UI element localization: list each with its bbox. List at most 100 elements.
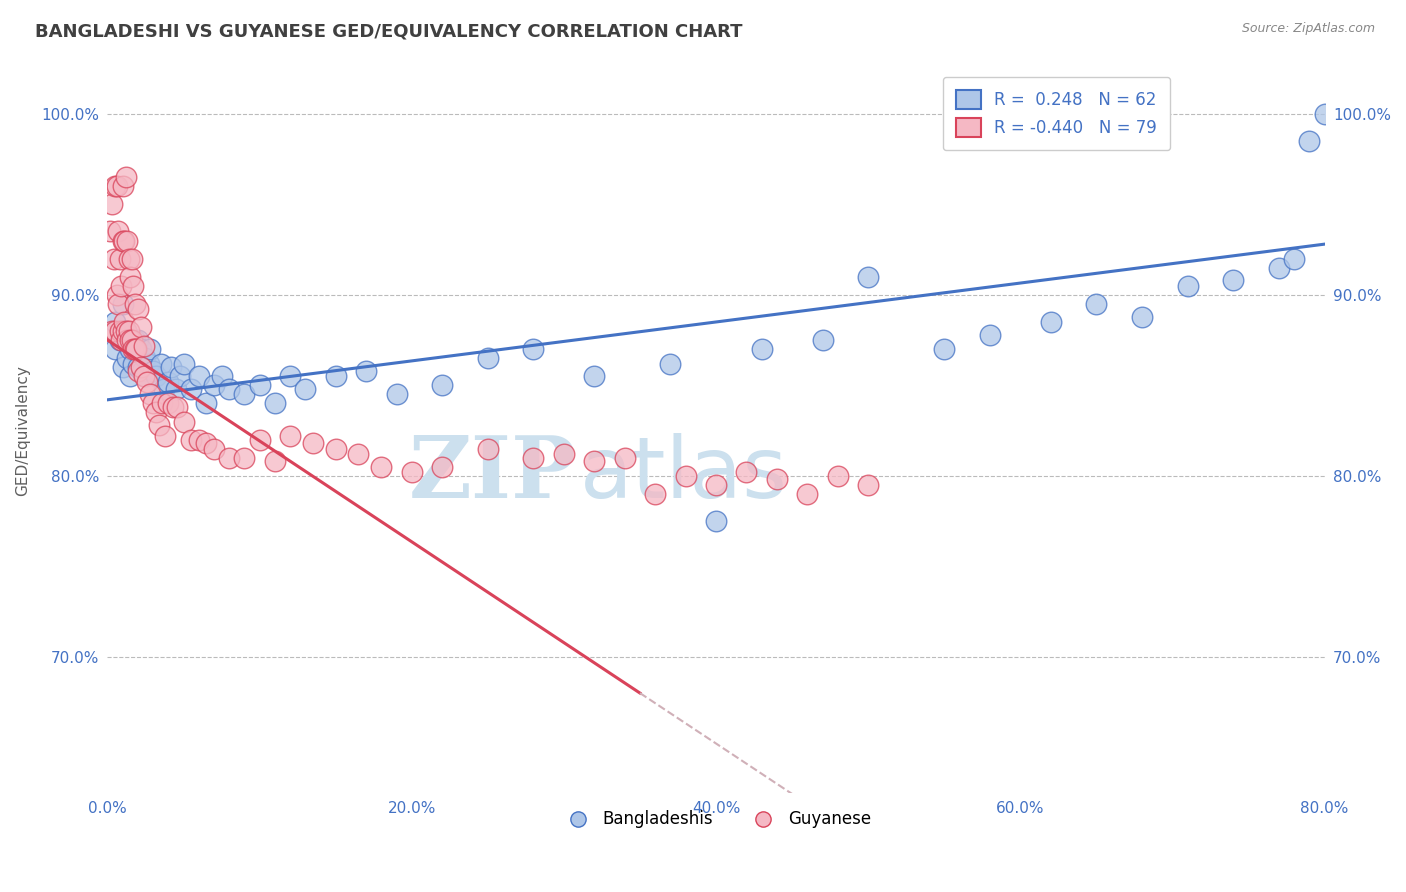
Point — [107, 297, 129, 311]
Point — [522, 450, 544, 465]
Point — [157, 396, 180, 410]
Point — [370, 459, 392, 474]
Point — [145, 369, 167, 384]
Point — [218, 450, 240, 465]
Point — [104, 342, 127, 356]
Point — [129, 320, 152, 334]
Point — [195, 436, 218, 450]
Point — [233, 450, 256, 465]
Point — [110, 333, 132, 347]
Point — [173, 415, 195, 429]
Point — [766, 473, 789, 487]
Point — [127, 333, 149, 347]
Point — [263, 396, 285, 410]
Point — [325, 442, 347, 456]
Point — [120, 369, 142, 384]
Point — [1284, 252, 1306, 266]
Point — [583, 454, 606, 468]
Point — [675, 468, 697, 483]
Point — [1085, 297, 1108, 311]
Point — [325, 369, 347, 384]
Point — [111, 179, 134, 194]
Point — [149, 357, 172, 371]
Point — [125, 342, 148, 356]
Point — [129, 360, 152, 375]
Point — [122, 357, 145, 371]
Point — [115, 333, 138, 347]
Point — [477, 351, 499, 366]
Point — [145, 405, 167, 419]
Text: atlas: atlas — [579, 433, 787, 516]
Point — [124, 297, 146, 311]
Point — [127, 302, 149, 317]
Point — [114, 170, 136, 185]
Point — [142, 396, 165, 410]
Point — [152, 382, 174, 396]
Point — [202, 378, 225, 392]
Point — [187, 369, 209, 384]
Point — [121, 333, 143, 347]
Point — [114, 324, 136, 338]
Point — [1130, 310, 1153, 324]
Point — [103, 252, 125, 266]
Point — [751, 342, 773, 356]
Point — [132, 338, 155, 352]
Point — [124, 333, 146, 347]
Point — [583, 369, 606, 384]
Point — [105, 288, 128, 302]
Point — [1268, 260, 1291, 275]
Point — [858, 269, 880, 284]
Point — [211, 369, 233, 384]
Point — [278, 369, 301, 384]
Point — [1177, 278, 1199, 293]
Point — [129, 342, 152, 356]
Point — [644, 487, 666, 501]
Point — [401, 465, 423, 479]
Y-axis label: GED/Equivalency: GED/Equivalency — [15, 365, 30, 496]
Point — [157, 375, 180, 389]
Point — [166, 400, 188, 414]
Point — [187, 433, 209, 447]
Point — [101, 197, 124, 211]
Point — [120, 333, 142, 347]
Point — [112, 234, 135, 248]
Point — [160, 360, 183, 375]
Point — [155, 429, 177, 443]
Point — [553, 447, 575, 461]
Point — [858, 478, 880, 492]
Point — [162, 400, 184, 414]
Point — [218, 382, 240, 396]
Point — [132, 369, 155, 384]
Point — [735, 465, 758, 479]
Point — [233, 387, 256, 401]
Point — [1039, 315, 1062, 329]
Point — [148, 418, 170, 433]
Point — [811, 333, 834, 347]
Point — [101, 324, 124, 338]
Text: ZIP: ZIP — [408, 432, 576, 516]
Point — [138, 357, 160, 371]
Point — [704, 478, 727, 492]
Point — [108, 252, 131, 266]
Point — [385, 387, 408, 401]
Point — [127, 364, 149, 378]
Point — [122, 278, 145, 293]
Point — [934, 342, 956, 356]
Point — [121, 252, 143, 266]
Point — [165, 382, 187, 396]
Point — [118, 252, 141, 266]
Point — [1222, 273, 1244, 287]
Point — [613, 450, 636, 465]
Point — [263, 454, 285, 468]
Point — [150, 396, 173, 410]
Point — [118, 324, 141, 338]
Point — [659, 357, 682, 371]
Text: BANGLADESHI VS GUYANESE GED/EQUIVALENCY CORRELATION CHART: BANGLADESHI VS GUYANESE GED/EQUIVALENCY … — [35, 22, 742, 40]
Point — [522, 342, 544, 356]
Point — [120, 342, 142, 356]
Point — [127, 360, 149, 375]
Point — [122, 342, 145, 356]
Point — [111, 297, 134, 311]
Point — [108, 324, 131, 338]
Text: Source: ZipAtlas.com: Source: ZipAtlas.com — [1241, 22, 1375, 36]
